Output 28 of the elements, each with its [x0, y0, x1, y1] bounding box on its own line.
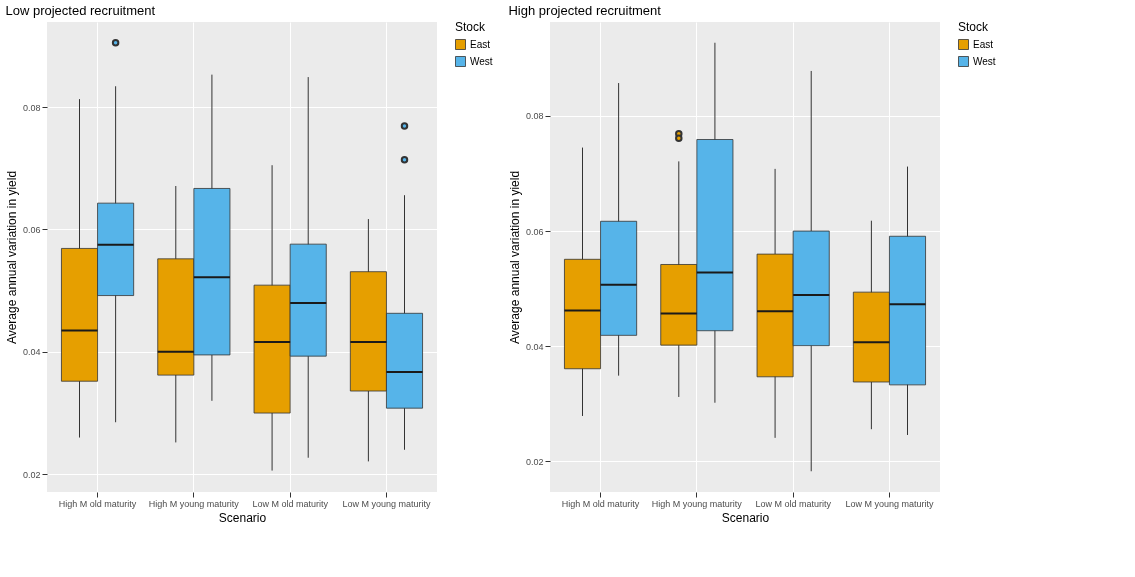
y-tick-label: 0.02: [22, 469, 41, 480]
y-axis-title: Average annual variation in yield: [4, 170, 19, 345]
x-tick-label: Low M old maturity: [755, 498, 832, 509]
x-tick-label: High M young maturity: [651, 498, 743, 509]
y-tick-label: 0.04: [22, 347, 41, 358]
x-tick-label: High M old maturity: [561, 498, 640, 509]
legend-title: Stock: [958, 20, 990, 34]
y-tick-label: 0.06: [22, 224, 41, 235]
legend-label: East: [470, 38, 491, 50]
chart-title: High projected recruitment: [508, 3, 662, 18]
legend-label: East: [973, 38, 994, 50]
y-tick-label: 0.06: [525, 226, 544, 237]
x-tick-label: Low M young maturity: [342, 498, 431, 509]
x-axis-title: Scenario: [721, 510, 770, 525]
legend-label: West: [973, 55, 996, 67]
legend-label: West: [470, 55, 493, 67]
x-tick-label: Low M old maturity: [252, 498, 329, 509]
x-tick-label: High M young maturity: [148, 498, 240, 509]
y-tick-label: 0.08: [22, 102, 41, 113]
y-axis-title: Average annual variation in yield: [507, 170, 522, 345]
y-tick-label: 0.08: [525, 111, 544, 122]
legend-title: Stock: [455, 20, 487, 34]
y-tick-label: 0.02: [525, 456, 544, 467]
x-tick-label: Low M young maturity: [845, 498, 934, 509]
x-tick-label: High M old maturity: [58, 498, 137, 509]
chart-title: Low projected recruitment: [5, 3, 156, 18]
x-axis-title: Scenario: [218, 510, 267, 525]
y-tick-label: 0.04: [525, 341, 544, 352]
